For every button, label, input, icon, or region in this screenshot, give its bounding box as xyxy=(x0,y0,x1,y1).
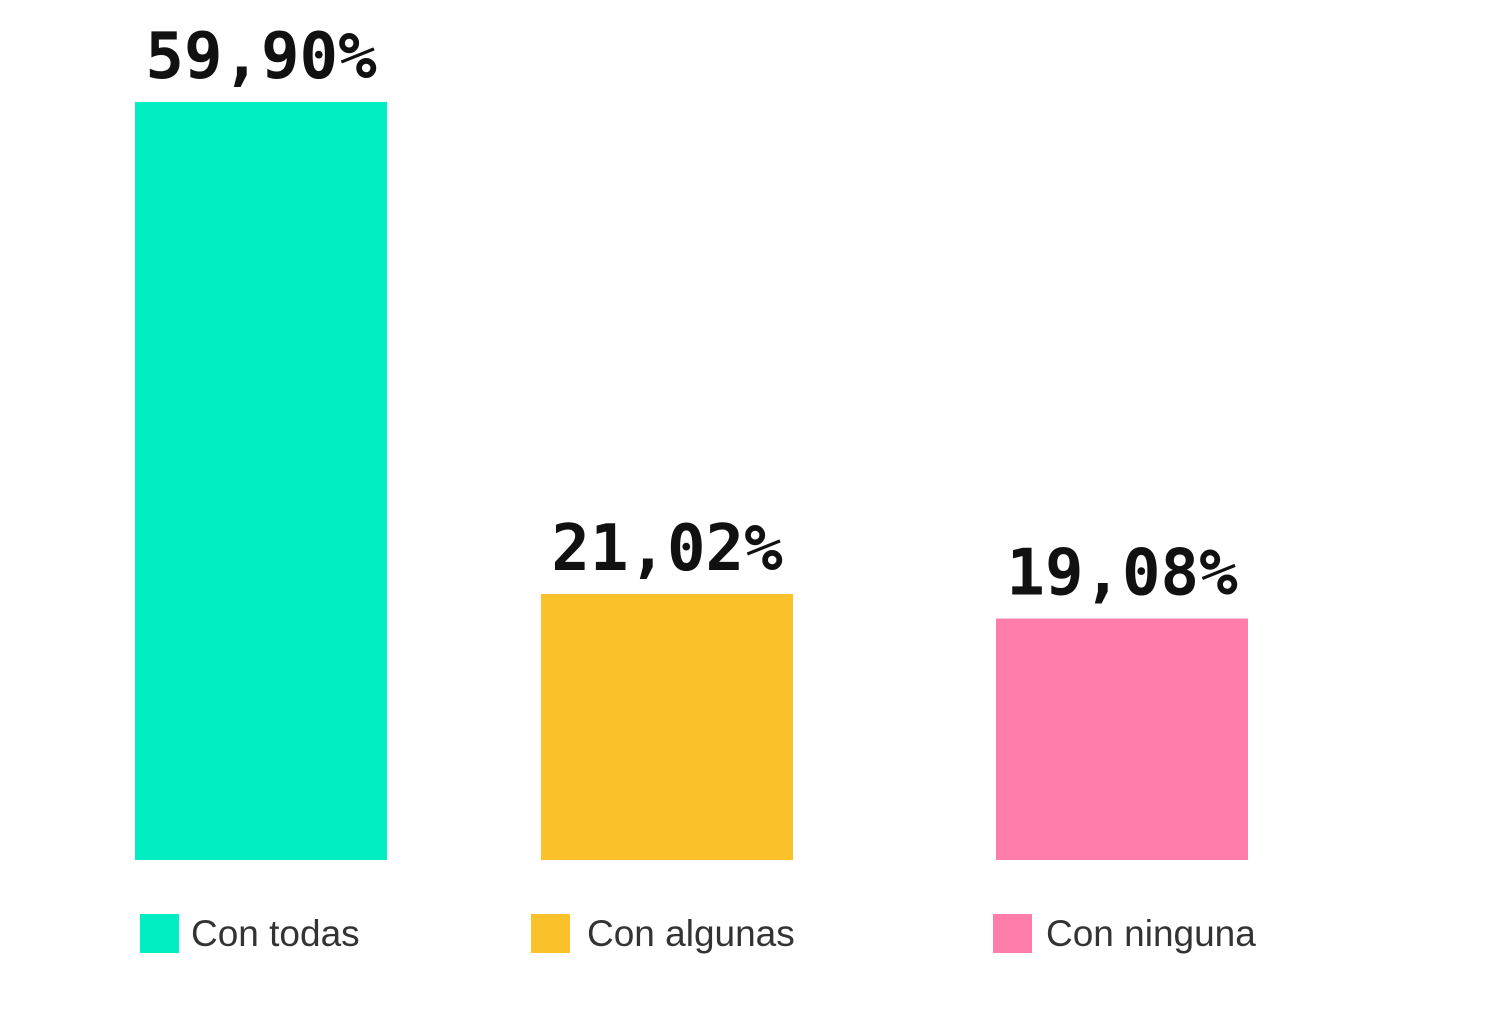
value-label-2: 21,02% xyxy=(551,512,783,586)
bar-1 xyxy=(135,102,387,860)
legend-swatch-1 xyxy=(140,914,179,953)
bars-layer xyxy=(135,102,1248,860)
bar-3 xyxy=(996,618,1248,860)
bar-2 xyxy=(541,594,793,860)
legend-label-2: Con algunas xyxy=(587,913,795,954)
legend-label-1: Con todas xyxy=(191,913,360,954)
value-labels-layer: 59,90% 21,02% 19,08% xyxy=(145,20,1238,611)
legend-swatch-2 xyxy=(531,914,570,953)
legend: Con todas Con algunas Con ninguna xyxy=(140,913,1256,954)
value-label-1: 59,90% xyxy=(145,20,377,94)
legend-swatch-3 xyxy=(993,914,1032,953)
legend-label-3: Con ninguna xyxy=(1046,913,1256,954)
value-label-3: 19,08% xyxy=(1006,537,1238,611)
